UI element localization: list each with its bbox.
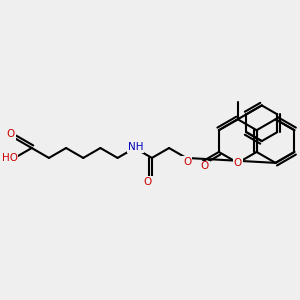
Text: NH: NH xyxy=(128,142,143,152)
Text: O: O xyxy=(200,161,209,171)
Text: O: O xyxy=(234,158,242,168)
Text: HO: HO xyxy=(2,153,18,163)
Text: O: O xyxy=(182,157,190,167)
Text: O: O xyxy=(7,129,15,139)
Text: O: O xyxy=(144,177,152,187)
Text: O: O xyxy=(183,157,191,167)
